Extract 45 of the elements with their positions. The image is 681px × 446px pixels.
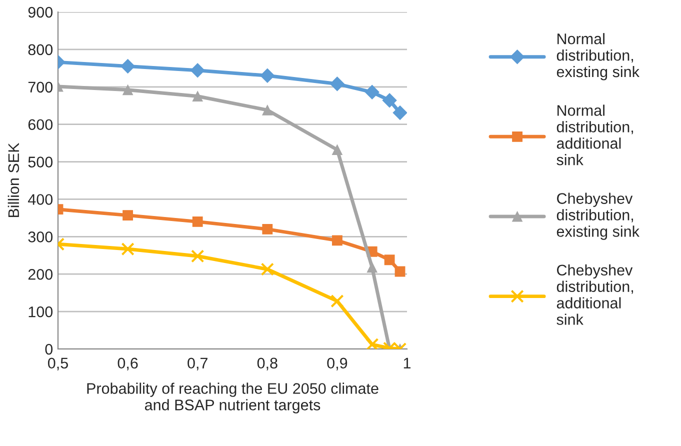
point: [262, 104, 273, 116]
point: [122, 210, 134, 221]
legend-label: Chebyshev distribution, existing sink: [556, 192, 640, 240]
point: [192, 91, 203, 102]
point: [190, 63, 205, 78]
x-tick-label: 0,5: [48, 358, 68, 370]
x-tick-label: 0,9: [327, 358, 348, 370]
x-tick-label: 0,7: [188, 358, 208, 370]
point: [394, 266, 406, 277]
point: [330, 294, 344, 308]
y-tick-label: 700: [28, 82, 53, 93]
point: [120, 59, 136, 74]
y-tick-label: 900: [28, 6, 53, 18]
y-tick-label: 0: [45, 344, 53, 355]
point: [392, 106, 407, 120]
point: [121, 242, 134, 256]
point: [191, 250, 204, 263]
point: [122, 84, 134, 96]
point: [382, 93, 397, 108]
y-axis-title: Billion SEK: [8, 142, 20, 218]
point: [192, 216, 203, 227]
y-tick-label: 100: [28, 306, 53, 318]
point: [262, 224, 273, 234]
legend-label: Normal distribution, existing sink: [556, 33, 640, 80]
x-tick-label: 0,6: [118, 358, 138, 370]
point: [330, 76, 344, 92]
legend-label: Chebyshev distribution, additional sink: [556, 264, 633, 325]
point: [332, 235, 342, 246]
y-tick-label: 300: [28, 232, 53, 242]
x-tick-label: 0,8: [257, 358, 278, 370]
point: [260, 262, 274, 276]
point: [260, 68, 275, 83]
y-tick-label: 400: [28, 194, 53, 205]
legend-label: Normal distribution, additional sink: [556, 104, 633, 166]
x-axis-title: Probability of reaching the EU 2050 climate and BSAP nutrient targets: [87, 382, 378, 414]
point: [332, 144, 342, 156]
point: [384, 254, 395, 266]
point: [366, 338, 379, 349]
y-tick-label: 600: [28, 119, 53, 130]
point: [364, 84, 380, 100]
point: [366, 262, 378, 273]
y-tick-label: 200: [28, 268, 53, 280]
y-tick-label: 500: [28, 156, 53, 168]
x-tick-label: 1: [404, 358, 411, 368]
y-tick-label: 800: [28, 44, 53, 56]
